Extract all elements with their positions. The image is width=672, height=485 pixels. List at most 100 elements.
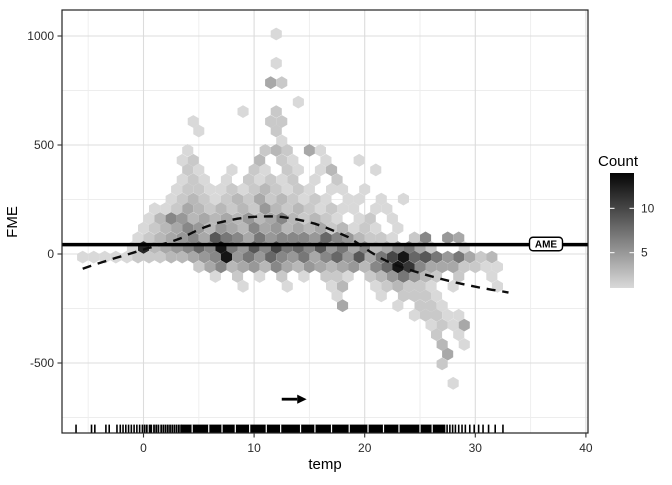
hex-bin (342, 192, 354, 206)
hex-bin (132, 231, 144, 245)
hex-bin (458, 318, 470, 332)
hex-bin (232, 250, 244, 264)
hex-bin (292, 95, 304, 109)
hex-bin (292, 260, 304, 274)
hex-bin (171, 221, 183, 235)
x-tick-label: 20 (358, 441, 372, 455)
hex-bin (420, 270, 432, 283)
hex-bin (209, 192, 221, 206)
hex-bin (337, 279, 349, 293)
hex-bin (270, 221, 282, 235)
hex-bin (292, 221, 304, 235)
hex-bin (232, 270, 244, 283)
hex-bin (303, 144, 315, 157)
hex-bin (375, 289, 387, 303)
hex-bin (154, 250, 166, 264)
hex-bin (215, 182, 227, 196)
hex-bin (270, 202, 282, 216)
hex-bin (287, 153, 299, 167)
hex-bin (243, 212, 255, 225)
hex-bin (397, 192, 409, 206)
hex-bin (254, 192, 266, 206)
hex-bin (259, 260, 271, 274)
hex-bin (480, 260, 492, 274)
hex-bin (281, 182, 293, 196)
hex-bin (292, 182, 304, 196)
hex-bin (298, 231, 310, 245)
hex-bin (447, 376, 459, 390)
panel-border (61, 9, 589, 434)
hex-bin (397, 270, 409, 283)
hex-bin (331, 250, 343, 264)
hex-bin (165, 212, 177, 225)
hex-bin (248, 202, 260, 216)
hex-bin (232, 231, 244, 245)
hex-bin (353, 250, 365, 264)
hex-bin (176, 153, 188, 167)
hex-bin (237, 182, 249, 196)
hex-bin (420, 231, 432, 245)
hex-bin (237, 279, 249, 293)
hex-bin (359, 260, 371, 274)
hex-bin (154, 212, 166, 225)
hex-bin (143, 250, 155, 264)
hex-bin (453, 231, 465, 245)
hex-bin (176, 212, 188, 225)
hex-bin (270, 182, 282, 196)
hex-bin (182, 163, 194, 177)
hex-bin (491, 260, 503, 274)
hex-bin (414, 260, 426, 274)
hex-bin (408, 289, 420, 303)
hex-bin (320, 270, 332, 283)
hex-bin (420, 308, 432, 322)
hex-bin (287, 231, 299, 245)
hex-bin (204, 260, 216, 274)
hex-bin (154, 231, 166, 245)
hex-bin (259, 163, 271, 177)
hex-bin (403, 279, 415, 293)
hex-bin (392, 279, 404, 293)
ame-label-text: AME (535, 240, 558, 251)
hex-bin (326, 202, 338, 216)
rug-marks (75, 424, 504, 433)
hex-bin (149, 202, 161, 216)
hex-bin (226, 182, 238, 196)
hex-bin (248, 182, 260, 196)
hex-bin (386, 212, 398, 225)
hex-bin (276, 250, 288, 264)
hex-bin (370, 202, 382, 216)
hex-bin (270, 124, 282, 138)
hex-bin (375, 231, 387, 245)
hex-bin (176, 192, 188, 206)
hex-bin (370, 279, 382, 293)
hex-bin (303, 182, 315, 196)
hex-bin (143, 231, 155, 245)
hex-bin (414, 299, 426, 313)
legend-tick-labels: 5 10 (610, 201, 655, 260)
hex-bin (397, 289, 409, 303)
x-tick-label: 40 (579, 441, 593, 455)
hex-bin (442, 347, 454, 361)
hex-bin (425, 299, 437, 313)
hex-bin (453, 250, 465, 264)
hex-bin (342, 250, 354, 264)
hex-bin (331, 173, 343, 187)
hex-bin (420, 289, 432, 303)
hex-bin (464, 250, 476, 264)
hex-bin (149, 221, 161, 235)
x-tick-label: 30 (469, 441, 483, 455)
hex-bin (287, 192, 299, 206)
hex-bin (276, 173, 288, 187)
hex-bin (259, 221, 271, 235)
hex-bin (270, 56, 282, 70)
legend: Count 5 10 (598, 153, 655, 288)
hex-bin (243, 231, 255, 245)
smooth-curve (82, 215, 509, 294)
hex-bin (326, 279, 338, 293)
hex-bin (270, 144, 282, 157)
hex-bin (320, 212, 332, 225)
legend-tick-label: 10 (641, 201, 655, 215)
hex-bin (425, 279, 437, 293)
ame-label-box (528, 236, 564, 252)
